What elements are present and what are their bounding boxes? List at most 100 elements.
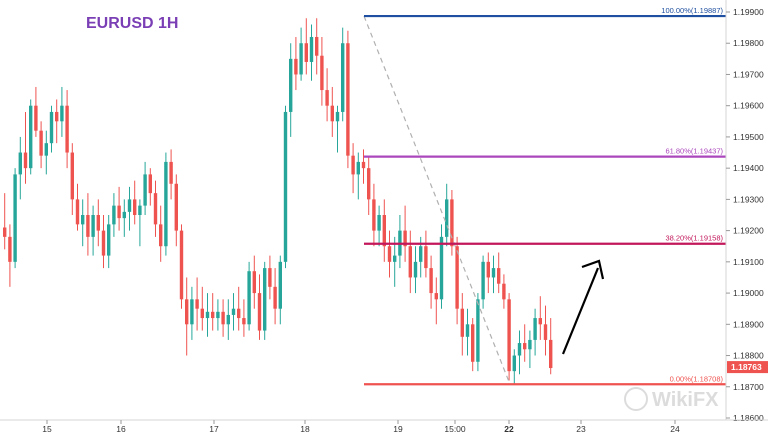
candle-body xyxy=(169,161,173,184)
candle-body xyxy=(8,236,12,262)
y-tick-label: 1.19100 xyxy=(733,257,764,267)
y-tick-label: 1.19000 xyxy=(733,288,764,298)
y-tick-label: 1.19900 xyxy=(733,7,764,17)
candle-body xyxy=(143,174,147,206)
arrow-head xyxy=(581,259,605,280)
candle-body xyxy=(491,268,496,278)
candle-body xyxy=(49,111,54,144)
candle-body xyxy=(179,230,184,300)
candle-body xyxy=(408,246,412,278)
candle-body xyxy=(70,152,74,200)
candle-body xyxy=(486,261,490,278)
candle-body xyxy=(159,224,163,247)
candle-body xyxy=(55,111,59,122)
candle-body xyxy=(497,268,501,284)
candle-body xyxy=(138,205,142,215)
candle-body xyxy=(153,193,158,225)
candle-body xyxy=(164,161,168,247)
candle-body xyxy=(283,111,288,262)
candle-body xyxy=(39,130,43,156)
candle-body xyxy=(289,58,293,112)
candle-body xyxy=(294,58,298,75)
candle-body xyxy=(502,283,506,300)
candle-body xyxy=(533,318,537,340)
fib-label: 38.20%(1.19158) xyxy=(665,234,723,243)
chart-title: EURUSD 1H xyxy=(86,15,178,32)
candle-body xyxy=(538,318,542,325)
candle-body xyxy=(205,311,210,319)
candle-body xyxy=(528,339,532,350)
candle-body xyxy=(117,205,121,219)
fib-label: 0.00%(1.18708) xyxy=(670,374,724,383)
candle-body xyxy=(325,90,329,106)
candle-body xyxy=(413,261,418,278)
candle-body xyxy=(101,230,106,256)
candle-body xyxy=(96,215,100,231)
candle-body xyxy=(226,314,230,325)
price-tag-bg xyxy=(727,361,768,374)
x-tick-label: 23 xyxy=(576,424,586,434)
fib-label: 61.80%(1.19437) xyxy=(665,147,723,156)
candle-body xyxy=(361,161,366,169)
x-tick-label: 22 xyxy=(504,424,514,434)
y-tick-label: 1.18900 xyxy=(733,319,764,329)
candle-body xyxy=(419,246,423,262)
candle-body xyxy=(315,36,319,56)
x-tick-label: 19 xyxy=(393,424,403,434)
candle-body xyxy=(450,199,454,247)
candle-body xyxy=(517,343,522,356)
candle-body xyxy=(3,227,7,237)
candle-body xyxy=(523,343,527,350)
candle-body xyxy=(512,355,516,372)
x-tick-label: 15 xyxy=(42,424,52,434)
candle-body xyxy=(299,43,303,75)
candle-body xyxy=(268,268,272,287)
y-tick-label: 1.19500 xyxy=(733,132,764,142)
candle-body xyxy=(44,143,48,156)
candle-body xyxy=(346,43,350,156)
candle-body xyxy=(330,105,334,122)
y-tick-label: 1.18600 xyxy=(733,413,764,423)
y-tick-label: 1.19600 xyxy=(733,101,764,111)
candle-body xyxy=(122,211,126,219)
candle-body xyxy=(133,199,137,215)
candle-body xyxy=(309,36,314,62)
x-tick-label: 15:00 xyxy=(444,424,466,434)
candle-body xyxy=(237,308,241,319)
price-tag-label: 1.18763 xyxy=(731,362,762,372)
price-axis-panel xyxy=(726,0,768,420)
candle-body xyxy=(351,155,355,175)
candle-body xyxy=(231,308,236,315)
candle-body xyxy=(356,161,360,175)
y-tick-label: 1.18800 xyxy=(733,351,764,361)
y-tick-label: 1.19400 xyxy=(733,163,764,173)
arrow-shaft xyxy=(561,267,600,355)
candle-body xyxy=(65,105,69,153)
candle-body xyxy=(252,271,256,294)
candle-body xyxy=(34,105,38,131)
candle-body xyxy=(23,152,28,169)
candle-body xyxy=(455,246,459,309)
candle-body xyxy=(257,293,262,331)
candle-body xyxy=(86,215,90,237)
candle-body xyxy=(112,205,116,225)
candle-body xyxy=(148,174,152,194)
candle-body xyxy=(185,299,189,325)
candle-body xyxy=(127,199,132,212)
candle-body xyxy=(465,324,470,337)
candle-body xyxy=(190,299,194,325)
candle-body xyxy=(174,183,178,231)
candle-body xyxy=(471,324,475,362)
y-tick-label: 1.19200 xyxy=(733,226,764,236)
candle-body xyxy=(200,308,204,319)
x-tick-label: 24 xyxy=(670,424,680,434)
y-axis-ticks: 1.19900 1.19800 1.19700 1.19600 1.19500 1.194… xyxy=(726,7,764,423)
candle-body xyxy=(91,215,95,237)
y-tick-label: 1.18700 xyxy=(733,382,764,392)
candle-body xyxy=(242,318,246,325)
candle-body xyxy=(481,261,485,300)
candle-body xyxy=(107,224,111,256)
candle-body xyxy=(278,261,282,309)
candle-body xyxy=(372,199,376,231)
